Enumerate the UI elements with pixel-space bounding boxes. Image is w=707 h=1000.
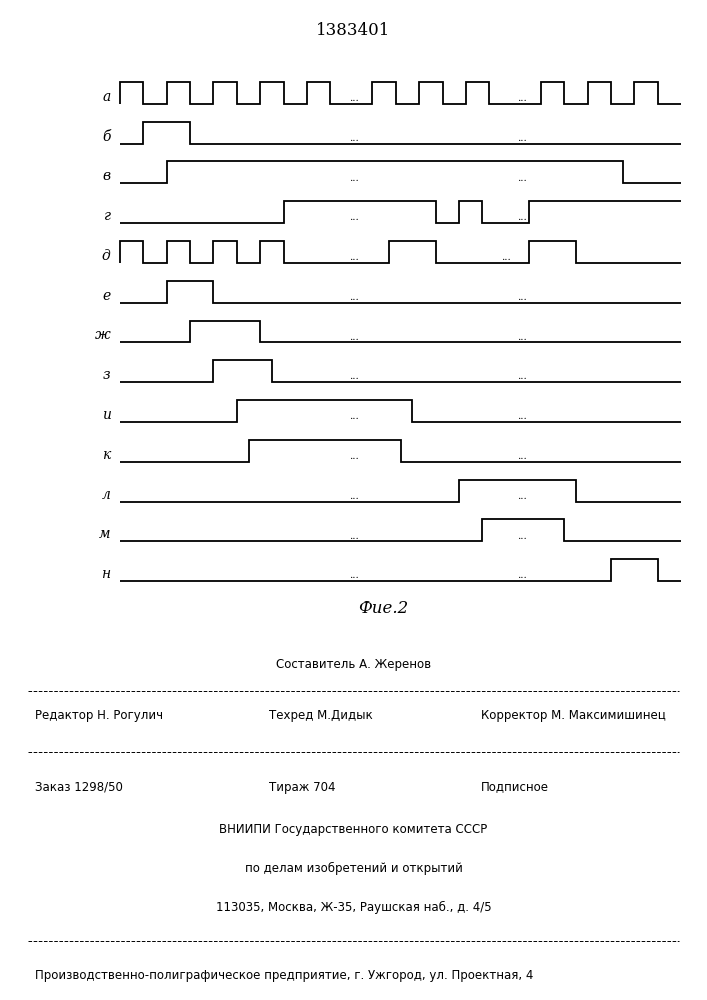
Text: ...: ...	[501, 253, 510, 262]
Text: б: б	[102, 130, 110, 144]
Text: ...: ...	[349, 293, 358, 302]
Text: Редактор Н. Рогулич: Редактор Н. Рогулич	[35, 710, 163, 722]
Text: Составитель А. Жеренов: Составитель А. Жеренов	[276, 658, 431, 671]
Text: в: в	[103, 169, 110, 183]
Text: ...: ...	[518, 571, 527, 580]
Text: ...: ...	[349, 372, 358, 381]
Text: ...: ...	[349, 134, 358, 143]
Text: ...: ...	[518, 412, 527, 421]
Text: ...: ...	[349, 532, 358, 541]
Text: ...: ...	[349, 213, 358, 222]
Text: Техред М.Дидык: Техред М.Дидык	[269, 710, 373, 722]
Text: 1383401: 1383401	[316, 22, 391, 39]
Text: ...: ...	[518, 532, 527, 541]
Text: по делам изобретений и открытий: по делам изобретений и открытий	[245, 862, 462, 875]
Text: Корректор М. Максимишинец: Корректор М. Максимишинец	[481, 710, 665, 722]
Text: л: л	[102, 488, 110, 502]
Text: ...: ...	[518, 94, 527, 103]
Text: 113035, Москва, Ж-35, Раушская наб., д. 4/5: 113035, Москва, Ж-35, Раушская наб., д. …	[216, 901, 491, 914]
Text: ...: ...	[349, 492, 358, 501]
Text: ...: ...	[518, 372, 527, 381]
Text: ...: ...	[518, 174, 527, 183]
Text: ...: ...	[349, 571, 358, 580]
Text: д: д	[102, 249, 110, 263]
Text: Фие.2: Фие.2	[358, 600, 409, 617]
Text: ...: ...	[349, 94, 358, 103]
Text: з: з	[103, 368, 110, 382]
Text: г: г	[104, 209, 110, 223]
Text: ...: ...	[518, 134, 527, 143]
Text: ...: ...	[518, 293, 527, 302]
Text: Подписное: Подписное	[481, 780, 549, 794]
Text: ...: ...	[518, 492, 527, 501]
Text: ВНИИПИ Государственного комитета СССР: ВНИИПИ Государственного комитета СССР	[219, 823, 488, 836]
Text: и: и	[102, 408, 110, 422]
Text: ...: ...	[349, 333, 358, 342]
Text: Тираж 704: Тираж 704	[269, 780, 335, 794]
Text: а: а	[103, 90, 110, 104]
Text: м: м	[99, 527, 110, 541]
Text: е: е	[103, 289, 110, 303]
Text: к: к	[103, 448, 110, 462]
Text: н: н	[102, 567, 110, 581]
Text: ж: ж	[95, 328, 110, 342]
Text: Производственно-полиграфическое предприятие, г. Ужгород, ул. Проектная, 4: Производственно-полиграфическое предприя…	[35, 969, 534, 982]
Text: ...: ...	[349, 412, 358, 421]
Text: ...: ...	[349, 174, 358, 183]
Text: ...: ...	[349, 452, 358, 461]
Text: Заказ 1298/50: Заказ 1298/50	[35, 780, 123, 794]
Text: ...: ...	[518, 213, 527, 222]
Text: ...: ...	[349, 253, 358, 262]
Text: ...: ...	[518, 452, 527, 461]
Text: ...: ...	[518, 333, 527, 342]
